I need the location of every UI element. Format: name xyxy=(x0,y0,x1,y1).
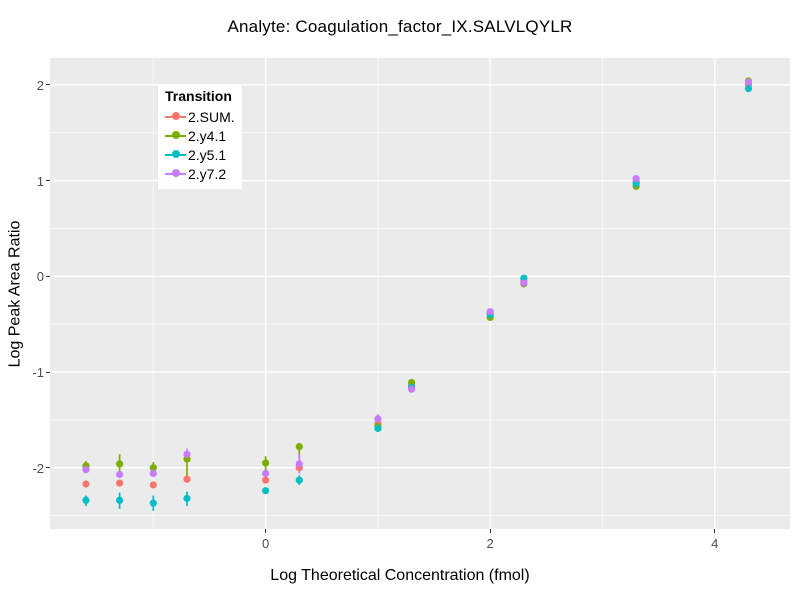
data-point xyxy=(486,308,494,316)
y-tick-mark xyxy=(46,84,50,86)
data-point xyxy=(82,480,90,488)
y-tick-label: 0 xyxy=(36,269,44,285)
legend-key-dot xyxy=(171,131,180,139)
y-tick-mark xyxy=(46,180,50,182)
y-tick-mark xyxy=(46,275,50,277)
legend-title: Transition xyxy=(165,88,232,104)
y-tick-label: -2 xyxy=(32,460,44,476)
data-point xyxy=(116,470,124,479)
legend-item-label: 2.y7.2 xyxy=(188,165,227,182)
data-point xyxy=(261,459,270,467)
data-point xyxy=(116,479,124,487)
y-tick-label: 1 xyxy=(36,173,44,189)
x-axis-title: Log Theoretical Concentration (fmol) xyxy=(270,567,530,584)
data-point xyxy=(149,481,157,489)
x-tick-mark xyxy=(489,529,491,533)
legend-key-icon xyxy=(165,107,186,126)
y-tick-label: -1 xyxy=(32,365,44,380)
data-point xyxy=(520,279,528,287)
data-point xyxy=(261,487,270,495)
x-tick-mark xyxy=(714,529,716,533)
data-point xyxy=(149,464,157,472)
data-point xyxy=(149,499,157,507)
data-point xyxy=(149,469,157,478)
data-point xyxy=(295,443,303,451)
data-point xyxy=(632,175,640,183)
legend-item: 2.y7.2 xyxy=(165,164,236,183)
data-point xyxy=(82,496,90,504)
data-point xyxy=(407,385,416,393)
y-tick-mark xyxy=(46,467,50,469)
data-point xyxy=(116,460,124,468)
x-tick-label: 0 xyxy=(261,536,270,551)
y-axis-title: Log Peak Area Ratio xyxy=(0,58,32,529)
data-point xyxy=(295,460,303,468)
legend-items: 2.SUM. 2.y4.1 2.y5.1 2.y7.2 xyxy=(165,107,236,183)
legend-item-label: 2.y4.1 xyxy=(188,127,227,144)
y-tick-mark xyxy=(46,371,50,373)
data-point xyxy=(374,424,382,433)
legend-item: 2.SUM. xyxy=(165,107,236,126)
data-point xyxy=(295,476,303,484)
data-point xyxy=(82,466,90,474)
legend-key-icon xyxy=(165,164,186,183)
data-point xyxy=(261,476,270,484)
legend-key-dot xyxy=(171,169,180,177)
legend-key-dot xyxy=(171,112,180,120)
chart-title: Analyte: Coagulation_factor_IX.SALVLQYLR xyxy=(227,17,573,36)
data-point xyxy=(261,469,270,478)
data-point xyxy=(374,415,382,423)
data-point xyxy=(744,78,753,86)
legend-item: 2.y4.1 xyxy=(165,126,236,145)
legend: Transition 2.SUM. 2.y4.1 2.y5.1 2.y7.2 xyxy=(158,84,242,189)
data-point xyxy=(183,494,191,502)
y-axis-title-text: Log Peak Area Ratio xyxy=(6,220,24,367)
legend-item-label: 2.SUM. xyxy=(188,108,235,125)
x-tick-mark xyxy=(265,529,267,533)
x-tick-label: 2 xyxy=(486,536,494,551)
x-tick-label: 4 xyxy=(711,536,719,551)
legend-item: 2.y5.1 xyxy=(165,145,236,164)
data-point xyxy=(183,475,191,483)
legend-key-dot xyxy=(171,150,180,158)
legend-key-icon xyxy=(165,145,186,164)
y-tick-label: 2 xyxy=(36,77,44,93)
legend-key-icon xyxy=(165,126,186,145)
data-point xyxy=(183,450,191,458)
legend-item-label: 2.y5.1 xyxy=(188,146,227,163)
data-point xyxy=(744,85,753,93)
data-point xyxy=(116,496,124,504)
